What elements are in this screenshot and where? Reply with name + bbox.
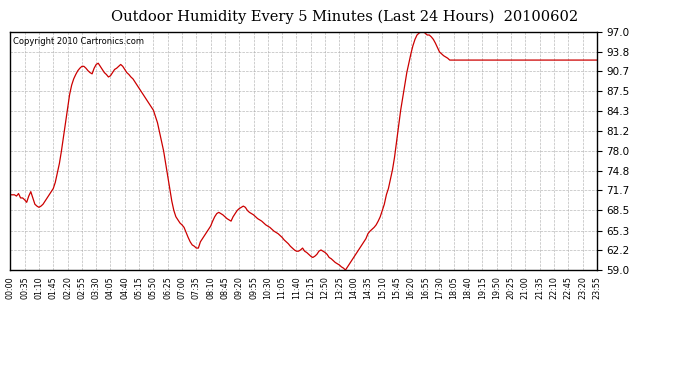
Text: Copyright 2010 Cartronics.com: Copyright 2010 Cartronics.com [13, 37, 144, 46]
Text: Outdoor Humidity Every 5 Minutes (Last 24 Hours)  20100602: Outdoor Humidity Every 5 Minutes (Last 2… [112, 9, 578, 24]
